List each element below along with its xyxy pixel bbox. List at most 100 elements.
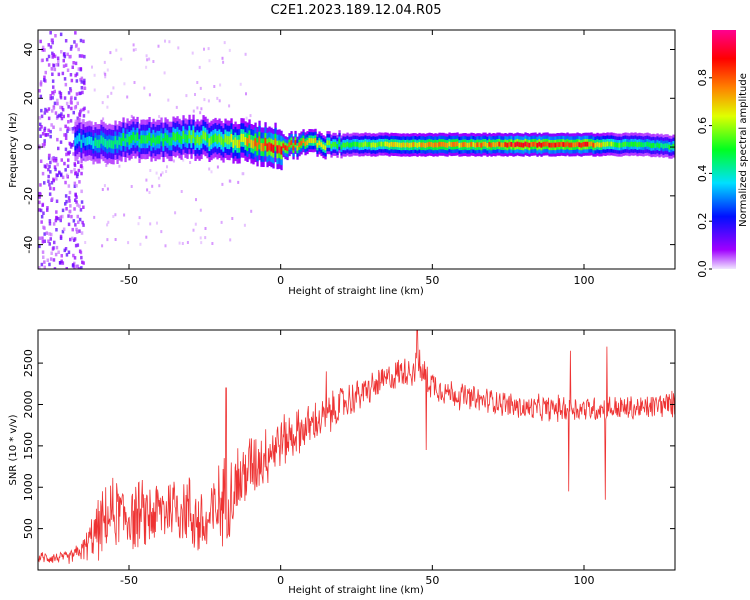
- heatmap-cell: [256, 142, 259, 151]
- heatmap-cell: [75, 72, 79, 76]
- heatmap-cell: [132, 43, 135, 47]
- heatmap-cell: [75, 227, 78, 232]
- heatmap-cell: [380, 141, 383, 147]
- heatmap-cell: [192, 109, 195, 113]
- heatmap-cell: [286, 146, 289, 151]
- heatmap-cell: [186, 241, 189, 244]
- snr-series-line: [38, 330, 675, 564]
- heatmap-cell: [55, 210, 58, 214]
- heatmap-cell: [65, 152, 68, 157]
- heatmap-cell: [164, 133, 167, 142]
- heatmap-cell: [39, 192, 42, 196]
- heatmap-cell: [42, 211, 45, 215]
- heatmap-cell: [67, 184, 71, 188]
- snr-ytick-label: 2000: [22, 390, 35, 418]
- heatmap-cell: [51, 79, 55, 83]
- heatmap-cell: [167, 98, 170, 102]
- heatmap-cell: [71, 142, 74, 147]
- heatmap-cell: [47, 63, 51, 67]
- heatmap-cell: [166, 165, 168, 169]
- heatmap-cell: [39, 39, 42, 44]
- heatmap-cell: [76, 265, 80, 269]
- heatmap-cell: [43, 239, 46, 243]
- heatmap-cell: [47, 128, 50, 133]
- colorbar-tick-label: 0.4: [696, 165, 709, 183]
- heatmap-cell: [208, 138, 211, 147]
- heatmap-cell: [138, 216, 141, 220]
- heatmap-xtick-label: 0: [277, 274, 284, 287]
- heatmap-cell: [334, 142, 337, 147]
- heatmap-cell: [510, 142, 513, 147]
- heatmap-cell: [196, 106, 199, 110]
- colorbar: 0.0 0.2 0.4 0.6 0.8 Normalized spectral ampl…: [696, 30, 749, 278]
- heatmap-cell: [149, 169, 152, 172]
- heatmap-cell: [110, 140, 113, 149]
- heatmap-cell: [420, 142, 423, 148]
- heatmap-cell: [43, 164, 47, 168]
- colorbar-ticks: 0.0 0.2 0.4 0.6 0.8: [696, 69, 712, 278]
- heatmap-cell: [162, 138, 165, 147]
- heatmap-cell: [232, 139, 235, 148]
- heatmap-cell: [52, 258, 56, 262]
- heatmap-cell: [63, 161, 66, 166]
- heatmap-cell: [608, 141, 611, 147]
- heatmap-cell: [91, 65, 93, 69]
- heatmap-cell: [73, 265, 76, 269]
- heatmap-cell: [522, 142, 525, 148]
- heatmap-cell: [229, 179, 232, 183]
- heatmap-cell: [302, 138, 305, 144]
- heatmap-cell: [512, 142, 515, 148]
- heatmap-cell: [199, 86, 202, 90]
- heatmap-cell: [67, 105, 70, 109]
- heatmap-cell: [120, 57, 123, 61]
- heatmap-cell: [101, 101, 104, 105]
- heatmap-cell: [318, 140, 321, 146]
- heatmap-cell: [580, 142, 583, 148]
- heatmap-cell: [72, 152, 75, 156]
- heatmap-cell: [66, 151, 70, 155]
- heatmap-cell: [133, 81, 136, 84]
- heatmap-cell: [60, 254, 63, 258]
- heatmap-cell: [78, 54, 82, 58]
- snr-xtick-label: 50: [425, 574, 439, 587]
- heatmap-cell: [290, 140, 293, 145]
- heatmap-cell: [245, 92, 247, 96]
- heatmap-cell: [326, 140, 329, 146]
- heatmap-cell: [52, 187, 56, 191]
- heatmap-cell: [588, 141, 591, 147]
- heatmap-cell: [312, 138, 315, 144]
- heatmap-cell: [51, 247, 55, 251]
- heatmap-cell: [43, 139, 46, 143]
- heatmap-cell: [47, 179, 50, 183]
- heatmap-cell: [127, 241, 130, 245]
- heatmap-cell: [84, 241, 87, 244]
- heatmap-cell: [61, 108, 65, 112]
- heatmap-cell: [52, 177, 55, 182]
- heatmap-cell: [242, 133, 245, 143]
- heatmap-cell: [212, 134, 215, 143]
- heatmap-cell: [198, 137, 201, 146]
- heatmap-cell: [56, 101, 59, 106]
- heatmap-cell: [440, 141, 443, 147]
- heatmap-cell: [199, 111, 202, 115]
- heatmap-cell: [81, 260, 84, 264]
- heatmap-cell: [210, 170, 213, 174]
- heatmap-cell: [67, 222, 71, 227]
- heatmap-cell: [49, 129, 52, 134]
- heatmap-cell: [43, 226, 46, 230]
- heatmap-cell: [50, 67, 53, 71]
- heatmap-cell: [69, 54, 72, 59]
- heatmap-cell: [82, 223, 85, 227]
- heatmap-cell: [57, 250, 60, 254]
- heatmap-cell: [412, 142, 415, 147]
- heatmap-cell: [478, 142, 481, 148]
- heatmap-cell: [76, 203, 79, 207]
- heatmap-cell: [64, 133, 68, 137]
- heatmap-cell: [544, 141, 547, 147]
- heatmap-cell: [46, 208, 49, 212]
- heatmap-cell: [38, 127, 42, 131]
- heatmap-cell: [55, 215, 58, 220]
- heatmap-cell: [448, 141, 451, 147]
- heatmap-cell: [63, 248, 66, 253]
- heatmap-cell: [122, 133, 125, 142]
